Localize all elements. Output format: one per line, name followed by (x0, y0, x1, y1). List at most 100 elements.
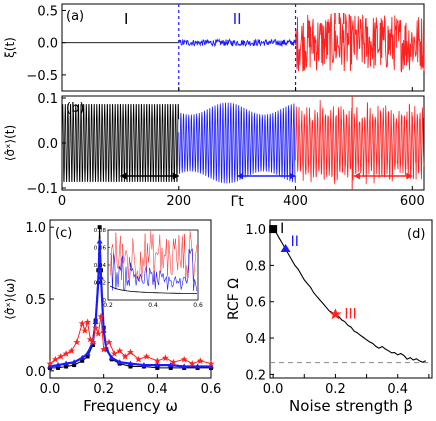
interval-arrow-head-right (406, 172, 413, 180)
data-point (57, 352, 65, 360)
y-axis-label: ⟨σ̂ˣ⟩(ω) (3, 278, 17, 320)
panel-a: I II III−0.50.00.5 (a)ξ(t) (3, 3, 425, 92)
panel-label: (a) (66, 9, 84, 24)
data-point (208, 363, 214, 369)
x-tick-label: 0.0 (40, 382, 61, 397)
data-point (71, 359, 78, 365)
data-point (108, 354, 115, 360)
data-point (56, 365, 61, 370)
data-point (78, 319, 86, 327)
x-tick-label: 0.2 (325, 382, 346, 397)
data-point (153, 357, 161, 364)
data-point (55, 362, 62, 368)
data-point (89, 338, 97, 346)
panel-b: −0.1 0.0 0.1 0 200 400 600 Γt (b) ⟨σ̂ˣ⟩(t) (3, 92, 425, 210)
data-point (94, 329, 102, 337)
data-point (62, 350, 70, 357)
marker-label: II (291, 234, 299, 250)
data-point (90, 342, 95, 347)
data-point (180, 355, 188, 363)
data-point (116, 359, 123, 365)
rcf-curve (272, 228, 427, 363)
data-point (92, 318, 99, 324)
data-point (161, 354, 169, 362)
interval-arrow-head-left (120, 172, 127, 180)
data-point (168, 365, 173, 370)
y-tick-label: 0.0 (37, 37, 58, 52)
y-tick-label: 1.0 (25, 221, 46, 236)
y-tick-label: 0.1 (37, 92, 58, 107)
marker-label: I (280, 221, 284, 237)
data-point (96, 238, 103, 244)
x-tick-label: 0.4 (387, 382, 408, 397)
inset-y-tick-label: 0.02 (94, 281, 106, 287)
y-tick-label: 0.4 (245, 332, 266, 347)
data-point (84, 350, 91, 356)
panel-label: (b) (66, 101, 84, 116)
data-point (140, 362, 147, 368)
x-tick-label: 0.0 (263, 382, 284, 397)
series-line-3 (295, 100, 425, 185)
inset-x-tick-label: 0.4 (148, 302, 158, 309)
panel-label: (c) (55, 226, 72, 241)
inset-y-tick-label: 0.08 (94, 228, 107, 234)
data-point (169, 358, 177, 366)
data-point (79, 354, 86, 360)
data-point (81, 327, 89, 334)
x-tick-label: 0 (58, 194, 66, 209)
marker-star (329, 308, 342, 320)
y-tick-label: −0.1 (26, 182, 58, 197)
data-point (121, 352, 129, 360)
data-point (80, 358, 85, 363)
y-axis-label: ⟨σ̂ˣ⟩(t) (3, 125, 17, 161)
data-point (127, 360, 134, 366)
y-tick-label: 0.6 (245, 296, 266, 311)
inset-line-black (110, 285, 197, 295)
data-point (86, 335, 94, 343)
y-tick-label: 0.2 (245, 368, 266, 383)
x-tick-label: 0.6 (201, 382, 222, 397)
region-label: II (233, 10, 242, 28)
data-point (85, 354, 90, 359)
data-point (97, 274, 104, 280)
plot-frame (269, 219, 433, 379)
data-point (167, 362, 174, 368)
marker-triangle (280, 244, 291, 253)
data-point (155, 365, 160, 370)
data-point (143, 352, 151, 360)
data-point (63, 360, 70, 366)
series-line-1 (61, 104, 180, 182)
series-line-3 (49, 316, 212, 365)
data-point (64, 364, 69, 369)
region-label: I (124, 10, 128, 28)
data-point (154, 362, 161, 368)
data-point (127, 348, 134, 356)
interval-arrow-head-right (172, 172, 179, 180)
x-tick-label: 0.2 (93, 382, 114, 397)
inset-y-tick-label: 0 (103, 298, 107, 304)
data-point (128, 364, 133, 369)
x-tick-label: 400 (283, 194, 308, 209)
y-tick-label: −0.5 (26, 69, 58, 84)
data-point (67, 347, 75, 354)
data-point (105, 338, 113, 346)
y-tick-label: 0.5 (25, 293, 46, 308)
inset-line-red (110, 231, 198, 282)
y-axis-label: RCF Ω (226, 278, 242, 320)
y-axis-label: ξ(t) (3, 37, 17, 58)
x-axis-label: Noise strength β (289, 397, 413, 415)
interval-arrow-head-left (353, 172, 360, 180)
data-point (97, 312, 105, 320)
x-tick-label: 200 (166, 194, 191, 209)
data-point (84, 318, 92, 326)
series-line-2 (178, 102, 296, 184)
data-point (181, 363, 188, 369)
y-tick-label: 0.0 (37, 137, 58, 152)
data-point (95, 278, 102, 284)
marker-label: III (344, 306, 356, 322)
region-label: III (333, 10, 346, 28)
data-point (72, 363, 77, 368)
x-axis-label: Frequency ω (83, 397, 178, 415)
